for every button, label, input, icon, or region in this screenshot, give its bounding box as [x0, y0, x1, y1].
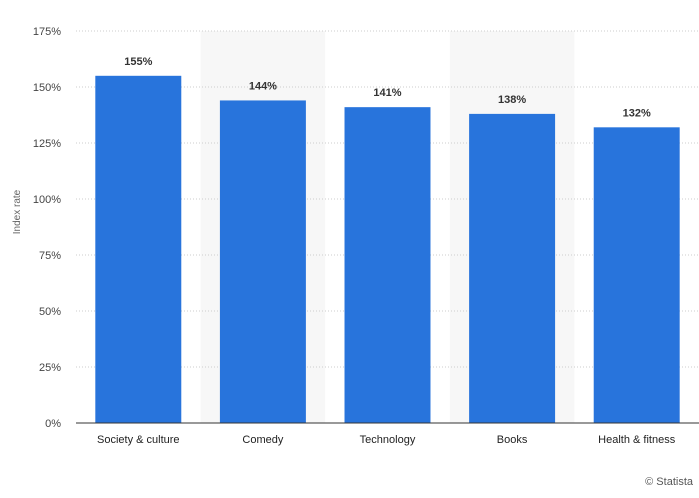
data-label: 155%: [124, 56, 152, 68]
statista-credit[interactable]: © Statista: [645, 476, 693, 488]
bar[interactable]: [593, 127, 680, 423]
category-label: Technology: [360, 434, 416, 446]
data-label: 141%: [373, 87, 401, 99]
bar[interactable]: [344, 107, 431, 423]
y-tick-label: 0%: [45, 418, 61, 430]
y-tick-label: 125%: [33, 138, 61, 150]
data-label: 132%: [623, 107, 651, 119]
y-tick-label: 175%: [33, 26, 61, 38]
y-tick-label: 50%: [39, 306, 61, 318]
bars: [95, 75, 680, 424]
x-axis-categories: Society & culture Comedy Technology Books He…: [97, 434, 676, 446]
y-tick-label: 75%: [39, 250, 61, 262]
data-label: 138%: [498, 94, 526, 106]
category-label: Society & culture: [97, 434, 180, 446]
category-label: Books: [497, 434, 528, 446]
y-tick-label: 25%: [39, 362, 61, 374]
bar[interactable]: [219, 100, 306, 423]
data-label: 144%: [249, 80, 277, 92]
bar[interactable]: [469, 113, 556, 423]
y-tick-label: 150%: [33, 82, 61, 94]
data-labels: 155% 144% 141% 138% 132%: [124, 56, 651, 120]
y-axis-ticks: 0% 25% 50% 75% 100% 125% 150% 175%: [33, 26, 61, 430]
category-label: Comedy: [242, 434, 283, 446]
y-axis-label: Index rate: [12, 189, 23, 234]
y-tick-label: 100%: [33, 194, 61, 206]
bar[interactable]: [95, 75, 182, 424]
category-label: Health & fitness: [598, 434, 676, 446]
